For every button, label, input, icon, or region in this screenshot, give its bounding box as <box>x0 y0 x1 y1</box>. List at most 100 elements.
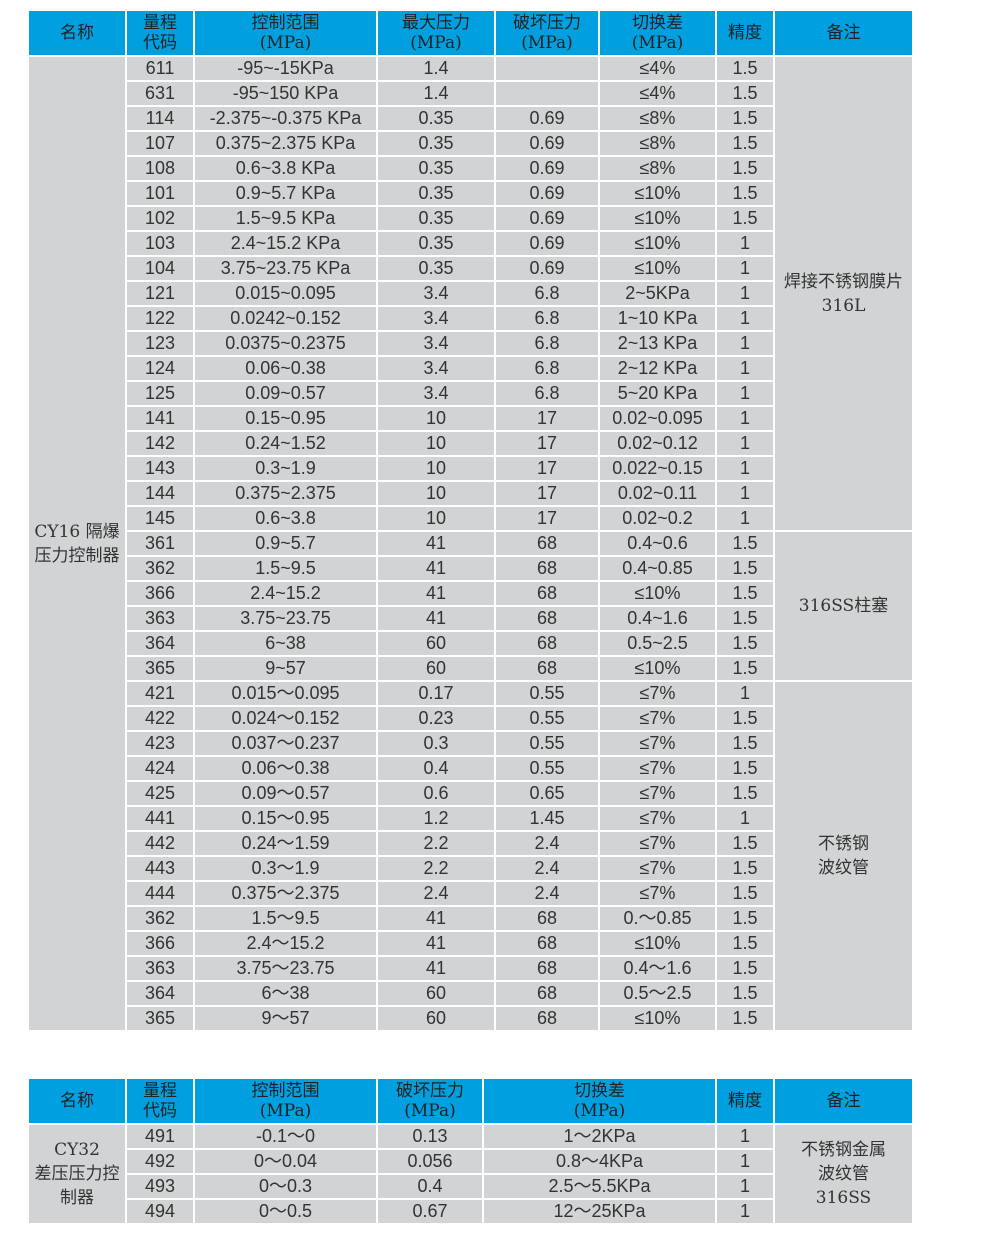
table-cell: 1.5 <box>715 830 775 857</box>
table-row: 364 6～38 60 68 0.5～2.5 1.5 <box>28 980 913 1007</box>
table-cell: 1.5 <box>715 1005 775 1032</box>
table-row: 424 0.06～0.38 0.4 0.55 ≤7% 1.5 <box>28 755 913 782</box>
table-cell: 1.5~9.5 KPa <box>193 205 378 232</box>
column-header: 破坏压力 (MPa) <box>494 9 600 57</box>
table-cell: 68 <box>494 980 600 1007</box>
table-cell: 108 <box>125 155 195 182</box>
table-row: 104 3.75~23.75 KPa 0.35 0.69 ≤10% 1 <box>28 255 913 282</box>
table-cell: 631 <box>125 80 195 107</box>
table-cell <box>494 80 600 107</box>
table-cell: 1.5 <box>715 605 775 632</box>
table-cell: 1.5 <box>715 555 775 582</box>
table-cell <box>494 55 600 82</box>
remark-cell: 焊接不锈钢膜片 316L <box>773 55 914 532</box>
table-cell: 0.022~0.15 <box>598 455 717 482</box>
table-row: 103 2.4~15.2 KPa 0.35 0.69 ≤10% 1 <box>28 230 913 257</box>
table-cell: ≤7% <box>598 830 717 857</box>
table-row: 421 0.015～0.095 0.17 0.55 ≤7% 1 不锈钢 波纹管 <box>28 680 914 1032</box>
table-row: 143 0.3~1.9 10 17 0.022~0.15 1 <box>28 455 913 482</box>
table-cell: 0.35 <box>376 130 496 157</box>
table-cell: 107 <box>125 130 195 157</box>
table-cell: 422 <box>125 705 195 732</box>
table-cell: 0.02~0.11 <box>598 480 717 507</box>
table-cell: 0.037～0.237 <box>193 730 378 757</box>
table-cell: 1.5 <box>715 105 775 132</box>
table-cell: 1.5 <box>715 780 775 807</box>
table-cell: 0.02~0.2 <box>598 505 717 532</box>
table-cell: 1.5 <box>715 580 775 607</box>
table-cell: 3.4 <box>376 305 496 332</box>
table-row: 362 1.5～9.5 41 68 0.～0.85 1.5 <box>28 905 913 932</box>
table-row: 123 0.0375~0.2375 3.4 6.8 2~13 KPa 1 <box>28 330 913 357</box>
table-row: 144 0.375~2.375 10 17 0.02~0.11 1 <box>28 480 913 507</box>
table-cell: 361 <box>125 530 195 557</box>
table-cell: 0.35 <box>376 230 496 257</box>
table-cell: 1 <box>715 455 775 482</box>
table-cell: 2.4～15.2 <box>193 930 378 957</box>
table-row: 107 0.375~2.375 KPa 0.35 0.69 ≤8% 1.5 <box>28 130 913 157</box>
table-row: 425 0.09～0.57 0.6 0.65 ≤7% 1.5 <box>28 780 913 807</box>
table-cell: 364 <box>125 630 195 657</box>
table-cell: 60 <box>376 980 496 1007</box>
table-row: 122 0.0242~0.152 3.4 6.8 1~10 KPa 1 <box>28 305 913 332</box>
table-cell: 0～0.04 <box>193 1148 378 1175</box>
table-cell: 0.65 <box>494 780 600 807</box>
table-cell: 1.5 <box>715 855 775 882</box>
table-cell: 2.4 <box>376 880 496 907</box>
table-cell: ≤7% <box>598 855 717 882</box>
table-cell: -95~150 KPa <box>193 80 378 107</box>
table-cell: 443 <box>125 855 195 882</box>
table-cell: 364 <box>125 980 195 1007</box>
table-cell: 1.5 <box>715 880 775 907</box>
table-cell: 1 <box>715 1198 775 1225</box>
table-row: 631 -95~150 KPa 1.4 ≤4% 1.5 <box>28 80 913 107</box>
table-cell: 68 <box>494 1005 600 1032</box>
table-cell: 0.35 <box>376 205 496 232</box>
table-cell: 362 <box>125 555 195 582</box>
table-cell: 0.4~1.6 <box>598 605 717 632</box>
table-cell: 0.09～0.57 <box>193 780 378 807</box>
table-cell: -0.1～0 <box>193 1123 378 1150</box>
table-cell: 0.3~1.9 <box>193 455 378 482</box>
table-cell: 17 <box>494 505 600 532</box>
table-cell: 1.5 <box>715 180 775 207</box>
table-cell: 0.35 <box>376 180 496 207</box>
table-cell: 0.6 <box>376 780 496 807</box>
table-cell: 0.67 <box>376 1198 484 1225</box>
table-cell: 1 <box>715 355 775 382</box>
table-cell: 0.5~2.5 <box>598 630 717 657</box>
table-cell: 1.5 <box>715 630 775 657</box>
table-cell: 68 <box>494 955 600 982</box>
table-cell: 41 <box>376 930 496 957</box>
table-row: 361 0.9~5.7 41 68 0.4~0.6 1.5 316SS柱塞 <box>28 530 914 682</box>
table-row: CY16 隔爆 压力控制器 611 -95~-15KPa 1.4 ≤4% 1.5 焊接不锈钢… <box>27 55 914 1032</box>
table-cell: 1 <box>715 280 775 307</box>
table-cell: 1.5 <box>715 155 775 182</box>
table-cell: 1 <box>715 505 775 532</box>
table-cell: 6.8 <box>494 280 600 307</box>
table-cell: 1.4 <box>376 80 496 107</box>
table-cell: 1 <box>715 405 775 432</box>
table-cell: ≤4% <box>598 80 717 107</box>
table-cell: 0.4～1.6 <box>598 955 717 982</box>
table-cell: 1 <box>715 680 775 707</box>
table-cell: 142 <box>125 430 195 457</box>
table-cell: 0.4 <box>376 1173 484 1200</box>
table-cell: 363 <box>125 955 195 982</box>
table-cell: 0.15～0.95 <box>193 805 378 832</box>
table-cell: 0.6~3.8 <box>193 505 378 532</box>
table-cell: 493 <box>125 1173 195 1200</box>
column-header: 最大压力 (MPa) <box>376 9 496 57</box>
table-cell: 0.9~5.7 KPa <box>193 180 378 207</box>
table-row: 494 0～0.5 0.67 12～25KPa 1 <box>28 1198 913 1225</box>
table-cell: 0.69 <box>494 155 600 182</box>
table-cell: 1.5~9.5 <box>193 555 378 582</box>
table-cell: 491 <box>125 1123 195 1150</box>
table-header-row: 名称 量程 代码 控制范围 (MPa) 最大压力 (MPa) 破坏压力 (MPa) 切换差… <box>27 9 914 57</box>
table-cell: 1.5 <box>715 655 775 682</box>
table-cell: 0.69 <box>494 230 600 257</box>
table-cell: 1 <box>715 305 775 332</box>
table-cell: 441 <box>125 805 195 832</box>
table-cell: 60 <box>376 1005 496 1032</box>
table-cell: 0.35 <box>376 255 496 282</box>
